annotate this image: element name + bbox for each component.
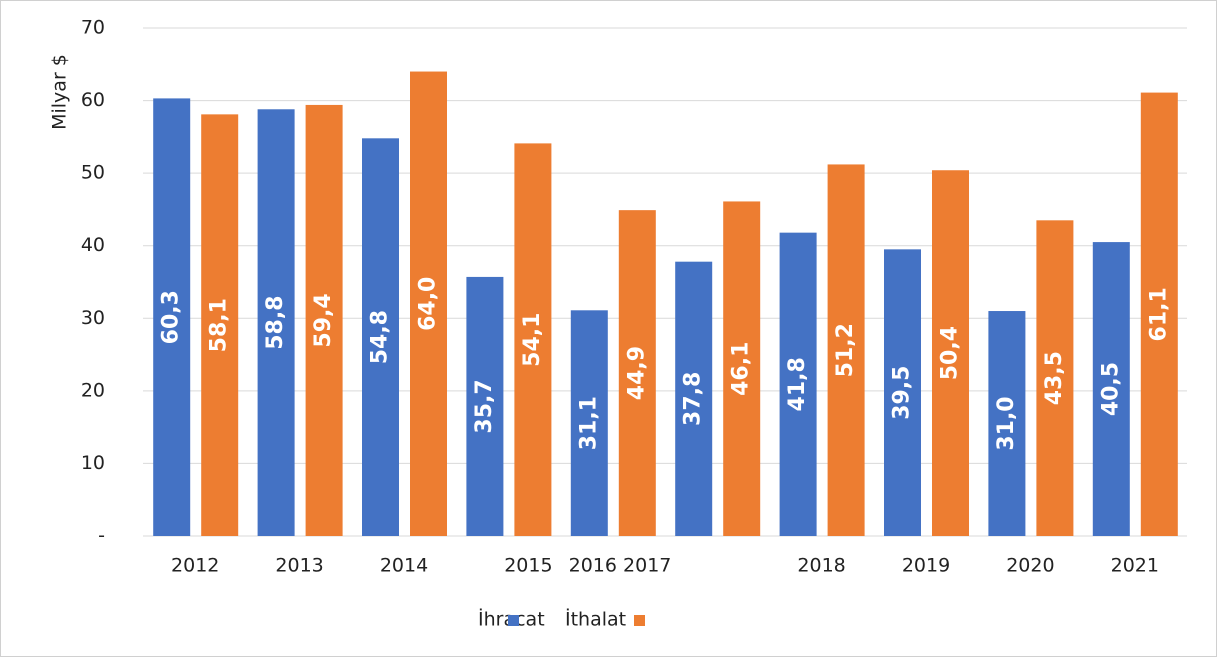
bar (988, 311, 1026, 536)
value-label: 40,5 (1098, 362, 1123, 416)
y-tick-label: 40 (81, 234, 105, 256)
y-tick-label: 30 (81, 307, 105, 329)
bar (362, 138, 399, 536)
x-tick-label: 2019 (902, 555, 950, 577)
value-label: 41,8 (785, 357, 810, 411)
value-label: 54,1 (520, 313, 545, 367)
bar (201, 114, 239, 537)
value-label: 44,9 (624, 346, 649, 400)
y-tick-label: 70 (81, 17, 105, 39)
bar (675, 261, 713, 536)
bar (514, 143, 552, 537)
legend-swatch (634, 615, 645, 626)
value-label: 31,1 (576, 396, 601, 450)
bar (827, 164, 865, 537)
x-tick-label: 2018 (797, 555, 845, 577)
legend-swatch (508, 615, 519, 626)
value-label: 35,7 (472, 379, 497, 433)
y-tick-label: 60 (81, 89, 105, 111)
legend-label: İthalat (565, 608, 626, 631)
x-tick-label: 2021 (1111, 555, 1159, 577)
bar (1036, 220, 1074, 537)
x-tick-label: 2013 (275, 555, 323, 577)
value-label: 58,1 (207, 298, 232, 352)
bar (570, 310, 608, 536)
x-tick-label: 2020 (1006, 555, 1054, 577)
value-label: 58,8 (263, 295, 288, 349)
y-tick-label: 20 (81, 379, 105, 401)
bar (618, 210, 656, 536)
bar (257, 109, 295, 536)
value-label: 37,8 (681, 372, 706, 426)
bar (1140, 92, 1178, 537)
bar (932, 170, 969, 537)
x-tick-label: 2012 (171, 555, 219, 577)
value-label: 31,0 (994, 396, 1019, 450)
x-tick-label: 2014 (380, 555, 428, 577)
value-label: 60,3 (159, 290, 184, 344)
y-axis-title: Milyar $ (49, 54, 71, 130)
value-label: 64,0 (416, 277, 441, 331)
bar (723, 201, 761, 536)
value-label: 59,4 (311, 293, 336, 347)
bar (466, 276, 504, 536)
value-label: 46,1 (729, 342, 754, 396)
bar (1092, 242, 1130, 537)
x-tick-label: 2017 (623, 555, 671, 577)
value-label: 50,4 (938, 326, 963, 380)
bar (153, 98, 191, 536)
bar (305, 104, 343, 536)
value-label: 54,8 (368, 310, 393, 364)
x-tick-label: 2015 (504, 555, 552, 577)
bar (779, 232, 817, 536)
y-tick-label: - (98, 525, 105, 547)
bar (410, 71, 447, 537)
value-label: 39,5 (890, 366, 915, 420)
bar (884, 249, 921, 537)
x-tick-label: 2016 (569, 555, 617, 577)
y-tick-label: 50 (81, 162, 105, 184)
value-label: 43,5 (1042, 351, 1067, 405)
value-label: 51,2 (833, 323, 858, 377)
y-tick-label: 10 (81, 452, 105, 474)
value-label: 61,1 (1146, 287, 1171, 341)
